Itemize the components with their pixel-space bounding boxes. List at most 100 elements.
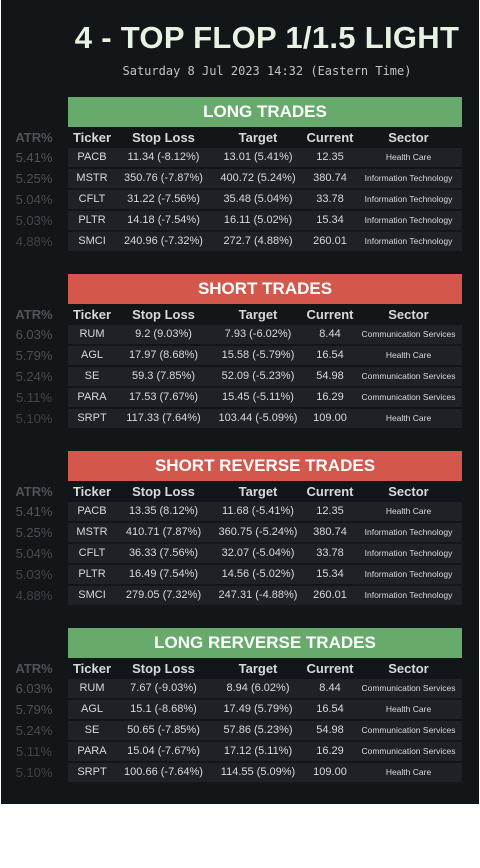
table-row: 6.03% RUM 9.2 (9.03%) 7.93 (-6.02%) 8.44 Comm… xyxy=(1,325,479,344)
table-row: 5.41% PACB 11.34 (-8.12%) 13.01 (5.41%) 12.3… xyxy=(1,148,479,167)
cell-current: 54.98 xyxy=(316,370,344,382)
row-background xyxy=(68,148,462,167)
cell-sector: Information Technology xyxy=(364,548,453,558)
cell-stop: 31.22 (-7.56%) xyxy=(127,193,200,205)
cell-ticker: SMCI xyxy=(78,235,106,247)
row-background xyxy=(68,742,462,761)
cell-ticker: MSTR xyxy=(76,526,108,538)
cell-target: 114.55 (5.09%) xyxy=(220,766,296,778)
cell-ticker: SE xyxy=(84,724,100,736)
column-header-current: Current xyxy=(306,307,354,322)
cell-atr: 5.04% xyxy=(15,192,53,207)
table-row: 5.10% SRPT 117.33 (7.64%) 103.44 (-5.09%) 10… xyxy=(1,409,479,428)
table-header: ATR% Ticker Stop Loss Target Current Sector xyxy=(1,481,479,502)
table-row: 5.41% PACB 13.35 (8.12%) 11.68 (-5.41%) 12.3… xyxy=(1,502,479,521)
column-header-atr: ATR% xyxy=(15,661,53,676)
cell-current: 15.34 xyxy=(316,214,344,226)
table-row: 5.25% MSTR 410.71 (7.87%) 360.75 (-5.24%) 38… xyxy=(1,523,479,542)
row-background xyxy=(68,211,462,230)
table-row: 5.10% SRPT 100.66 (-7.64%) 114.55 (5.09%) 10… xyxy=(1,763,479,782)
cell-ticker: CFLT xyxy=(78,193,106,205)
column-header-atr: ATR% xyxy=(15,484,53,499)
cell-ticker: SRPT xyxy=(77,412,107,424)
column-header-sector: Sector xyxy=(388,307,429,322)
cell-atr: 5.11% xyxy=(16,744,52,759)
cell-sector: Communication Services xyxy=(361,392,456,402)
cell-ticker: RUM xyxy=(79,682,105,694)
column-header-target: Target xyxy=(238,130,278,145)
cell-ticker: SMCI xyxy=(78,589,106,601)
cell-sector: Information Technology xyxy=(364,194,453,204)
cell-ticker: SRPT xyxy=(77,766,107,778)
cell-current: 8.44 xyxy=(319,682,341,694)
table-row: 5.79% AGL 15.1 (-8.68%) 17.49 (5.79%) 16.54 H… xyxy=(1,700,479,719)
cell-current: 380.74 xyxy=(313,526,347,538)
cell-ticker: AGL xyxy=(80,703,103,715)
table-header: ATR% Ticker Stop Loss Target Current Sector xyxy=(1,304,479,325)
cell-atr: 5.10% xyxy=(15,765,53,780)
cell-stop: 13.35 (8.12%) xyxy=(128,505,199,517)
cell-sector: Health Care xyxy=(385,413,432,423)
cell-ticker: PARA xyxy=(77,391,107,403)
row-background xyxy=(68,502,462,521)
column-header-current: Current xyxy=(306,661,354,676)
row-background xyxy=(68,232,462,251)
cell-atr: 5.03% xyxy=(15,213,53,228)
section-title-banner: LONG RERVERSE TRADES xyxy=(68,628,462,658)
cell-atr: 5.41% xyxy=(15,150,53,165)
page-title: 4 - TOP FLOP 1/1.5 LIGHT xyxy=(74,20,460,55)
row-background xyxy=(68,679,462,698)
cell-ticker: SE xyxy=(84,370,100,382)
cell-sector: Communication Services xyxy=(361,683,456,693)
cell-sector: Information Technology xyxy=(364,590,453,600)
cell-ticker: CFLT xyxy=(78,547,106,559)
cell-stop: 11.34 (-8.12%) xyxy=(127,151,200,163)
cell-target: 52.09 (-5.23%) xyxy=(221,370,295,382)
table-row: 5.24% SE 59.3 (7.85%) 52.09 (-5.23%) 54.98 Co… xyxy=(1,367,479,386)
cell-sector: Communication Services xyxy=(361,329,456,339)
cell-sector: Information Technology xyxy=(364,236,453,246)
row-background xyxy=(68,763,462,782)
cell-stop: 100.66 (-7.64%) xyxy=(124,766,203,778)
row-background xyxy=(68,721,462,740)
cell-stop: 50.65 (-7.85%) xyxy=(127,724,200,736)
row-background xyxy=(68,346,462,365)
table-row: 5.04% CFLT 31.22 (-7.56%) 35.48 (5.04%) 33.7… xyxy=(1,190,479,209)
cell-atr: 5.11% xyxy=(16,390,52,405)
row-background xyxy=(68,565,462,584)
table-row: 5.11% PARA 17.53 (7.67%) 15.45 (-5.11%) 16.2… xyxy=(1,388,479,407)
cell-atr: 4.88% xyxy=(15,234,53,249)
cell-target: 247.31 (-4.88%) xyxy=(218,589,298,601)
table-row: 5.04% CFLT 36.33 (7.56%) 32.07 (-5.04%) 33.7… xyxy=(1,544,479,563)
cell-sector: Communication Services xyxy=(361,371,456,381)
cell-current: 16.54 xyxy=(316,703,344,715)
cell-current: 33.78 xyxy=(316,547,344,559)
cell-current: 12.35 xyxy=(316,505,344,517)
row-background xyxy=(68,523,462,542)
row-background xyxy=(68,586,462,605)
cell-sector: Health Care xyxy=(385,767,432,777)
row-background xyxy=(68,325,462,344)
table-row: 5.03% PLTR 14.18 (-7.54%) 16.11 (5.02%) 15.3… xyxy=(1,211,479,230)
cell-target: 400.72 (5.24%) xyxy=(220,172,296,184)
section-title-banner: SHORT REVERSE TRADES xyxy=(68,451,462,481)
column-header-stop: Stop Loss xyxy=(132,484,195,499)
table-row: 6.03% RUM 7.67 (-9.03%) 8.94 (6.02%) 8.44 Com… xyxy=(1,679,479,698)
cell-atr: 6.03% xyxy=(15,327,53,342)
cell-ticker: PACB xyxy=(77,505,107,517)
cell-stop: 240.96 (-7.32%) xyxy=(124,235,203,247)
cell-atr: 5.04% xyxy=(15,546,53,561)
cell-stop: 16.49 (7.54%) xyxy=(128,568,199,580)
row-background xyxy=(68,169,462,188)
cell-stop: 17.53 (7.67%) xyxy=(128,391,199,403)
table-header: ATR% Ticker Stop Loss Target Current Sector xyxy=(1,127,479,148)
cell-sector: Communication Services xyxy=(361,746,456,756)
cell-stop: 15.1 (-8.68%) xyxy=(130,703,197,715)
cell-stop: 350.76 (-7.87%) xyxy=(124,172,203,184)
cell-sector: Information Technology xyxy=(364,215,453,225)
column-header-atr: ATR% xyxy=(15,130,53,145)
cell-target: 11.68 (-5.41%) xyxy=(222,505,294,517)
column-header-sector: Sector xyxy=(388,661,429,676)
column-header-current: Current xyxy=(306,130,354,145)
cell-target: 15.58 (-5.79%) xyxy=(221,349,295,361)
